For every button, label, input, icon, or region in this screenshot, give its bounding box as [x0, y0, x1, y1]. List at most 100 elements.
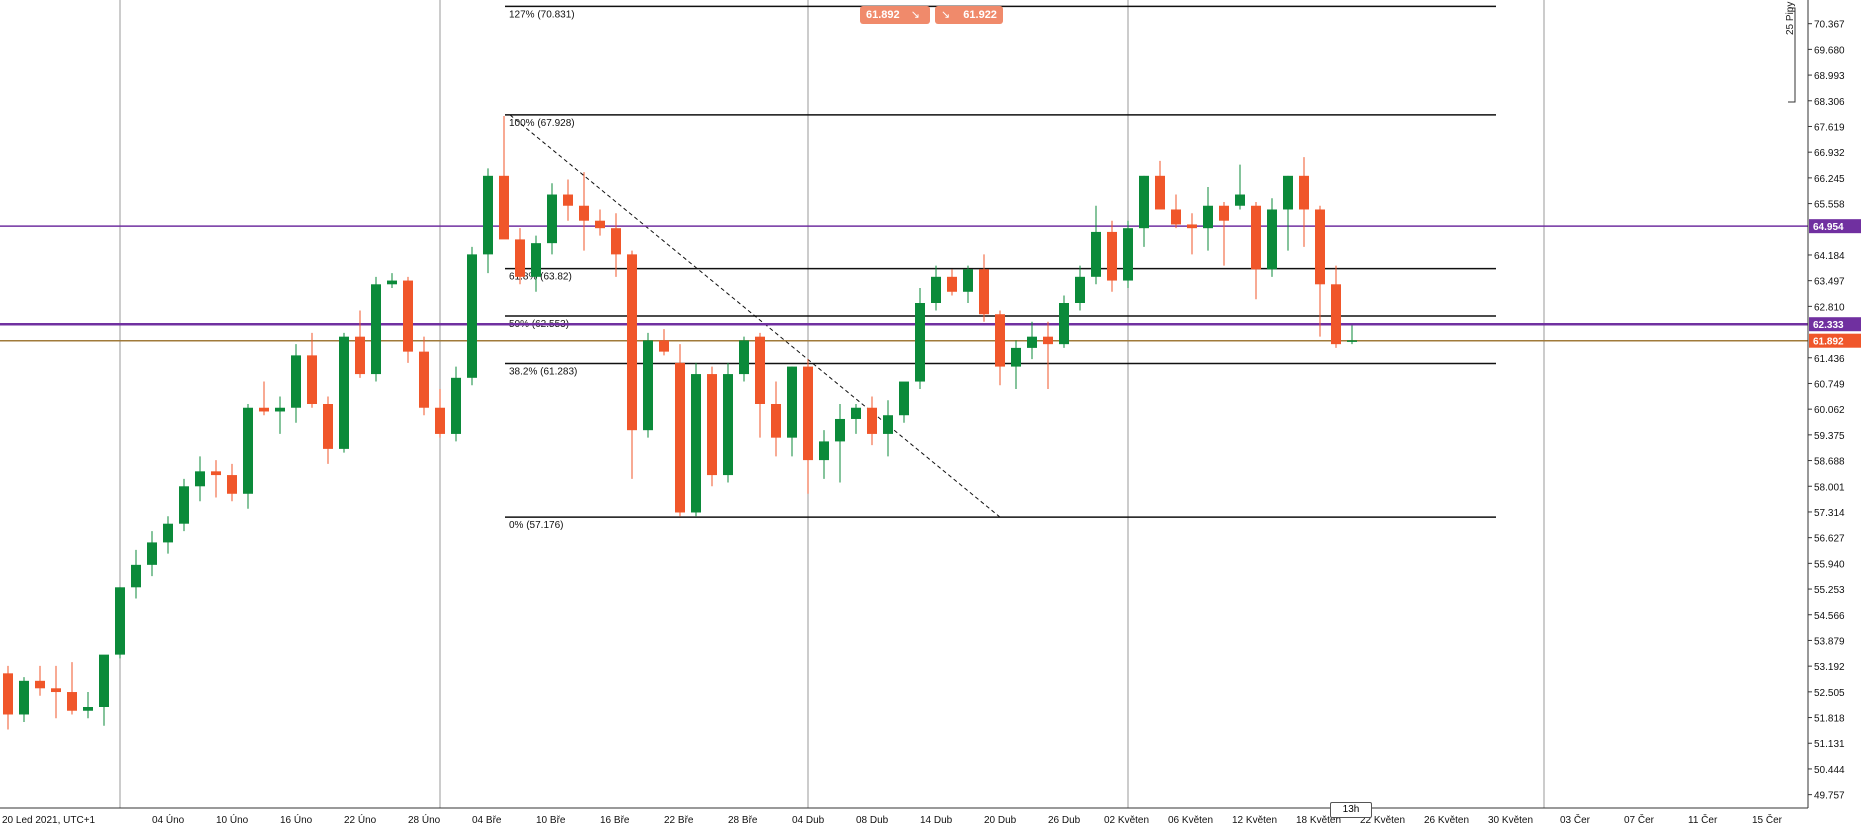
candle-body: [675, 362, 685, 513]
x-tick-label: 04 Úno: [152, 813, 185, 826]
candle: [387, 273, 397, 289]
candle: [547, 183, 557, 255]
candle-body: [355, 336, 365, 375]
y-tick-label: 70.367: [1814, 20, 1845, 31]
y-tick-label: 67.619: [1814, 122, 1845, 133]
candle: [1267, 198, 1277, 277]
candle: [947, 269, 957, 296]
candle-body: [499, 175, 509, 240]
candle-body: [1203, 205, 1213, 229]
x-tick-label: 10 Bře: [536, 815, 566, 826]
candle-body: [755, 336, 765, 404]
x-tick-label: 16 Úno: [280, 813, 313, 826]
x-tick-label: 02 Květen: [1104, 815, 1149, 826]
candle-body: [595, 220, 605, 229]
candle-body: [291, 355, 301, 408]
candle-body: [483, 175, 493, 255]
x-tick-label: 18 Květen: [1296, 815, 1341, 826]
y-tick-label: 55.940: [1814, 559, 1845, 570]
candle: [1219, 202, 1229, 266]
candle-body: [35, 680, 45, 689]
candle: [1283, 175, 1293, 251]
fib-level-label: 0% (57.176): [509, 520, 563, 531]
y-tick-label: 62.810: [1814, 302, 1845, 313]
candle-body: [1171, 209, 1181, 225]
candle: [995, 310, 1005, 386]
candle-body: [1251, 205, 1261, 270]
candle-body: [1011, 347, 1021, 367]
candle: [931, 265, 941, 311]
candle: [787, 366, 797, 457]
candle: [771, 381, 781, 457]
candle: [979, 254, 989, 322]
candle: [83, 692, 93, 719]
candle: [483, 168, 493, 274]
candle: [531, 235, 541, 292]
candle: [883, 400, 893, 457]
candle: [339, 332, 349, 453]
grid-layer: [119, 0, 1545, 808]
x-tick-label: 22 Květen: [1360, 815, 1405, 826]
candle: [803, 359, 813, 494]
y-tick-label: 66.245: [1814, 174, 1845, 185]
candle-body: [995, 314, 1005, 367]
x-tick-label: 12 Květen: [1232, 815, 1277, 826]
candle: [499, 115, 509, 240]
candle: [451, 366, 461, 442]
candle: [563, 179, 573, 221]
candle-body: [563, 194, 573, 206]
candle: [211, 460, 221, 498]
y-tick-label: 53.879: [1814, 636, 1845, 647]
buy-price: 61.922: [963, 9, 997, 21]
sell-price: 61.892: [866, 9, 900, 21]
x-tick-label: 07 Čer: [1624, 813, 1655, 826]
candle-body: [643, 340, 653, 431]
buy-price-button[interactable]: ↘ 61.922: [935, 6, 1003, 24]
timeframe-badge[interactable]: 13h: [1330, 802, 1372, 818]
candle-body: [339, 336, 349, 449]
candle-body: [1283, 175, 1293, 210]
candle-body: [691, 374, 701, 513]
y-tick-label: 59.375: [1814, 431, 1845, 442]
candle-body: [1219, 205, 1229, 221]
sell-price-button[interactable]: 61.892 ↘: [860, 6, 930, 24]
candle-body: [547, 194, 557, 244]
x-tick-label: 06 Květen: [1168, 815, 1213, 826]
price-badge-label: 64.954: [1813, 222, 1844, 233]
candle: [195, 456, 205, 502]
candle: [1107, 220, 1117, 292]
candle-body: [1075, 276, 1085, 303]
y-tick-label: 52.505: [1814, 688, 1845, 699]
candle-body: [1043, 336, 1053, 345]
candle-body: [515, 239, 525, 277]
candle: [1139, 175, 1149, 247]
x-tick-label: 08 Dub: [856, 815, 889, 826]
candle-body: [867, 407, 877, 434]
candle: [963, 265, 973, 303]
candle: [1347, 325, 1357, 345]
candle: [1235, 164, 1245, 210]
candle: [899, 381, 909, 423]
y-tick-label: 63.497: [1814, 277, 1845, 288]
y-tick-label: 69.680: [1814, 45, 1845, 56]
x-tick-label: 11 Čer: [1688, 813, 1718, 826]
y-tick-label: 55.253: [1814, 585, 1845, 596]
x-tick-label: 20 Led 2021, UTC+1: [2, 815, 96, 826]
price-badge-label: 61.892: [1813, 337, 1844, 348]
x-tick-label: 22 Úno: [344, 813, 377, 826]
x-tick-label: 30 Květen: [1488, 815, 1533, 826]
candles-layer: [3, 115, 1357, 730]
candle-body: [723, 374, 733, 476]
price-badge-label: 62.333: [1813, 320, 1844, 331]
candle-body: [1187, 224, 1197, 229]
candle-body: [243, 407, 253, 494]
candle-body: [739, 340, 749, 375]
x-tick-label: 04 Bře: [472, 815, 502, 826]
candle: [1043, 321, 1053, 390]
fib-level-label: 61.8% (63.82): [509, 272, 572, 283]
candle-body: [915, 303, 925, 382]
candle-body: [707, 374, 717, 476]
candle: [579, 172, 589, 251]
